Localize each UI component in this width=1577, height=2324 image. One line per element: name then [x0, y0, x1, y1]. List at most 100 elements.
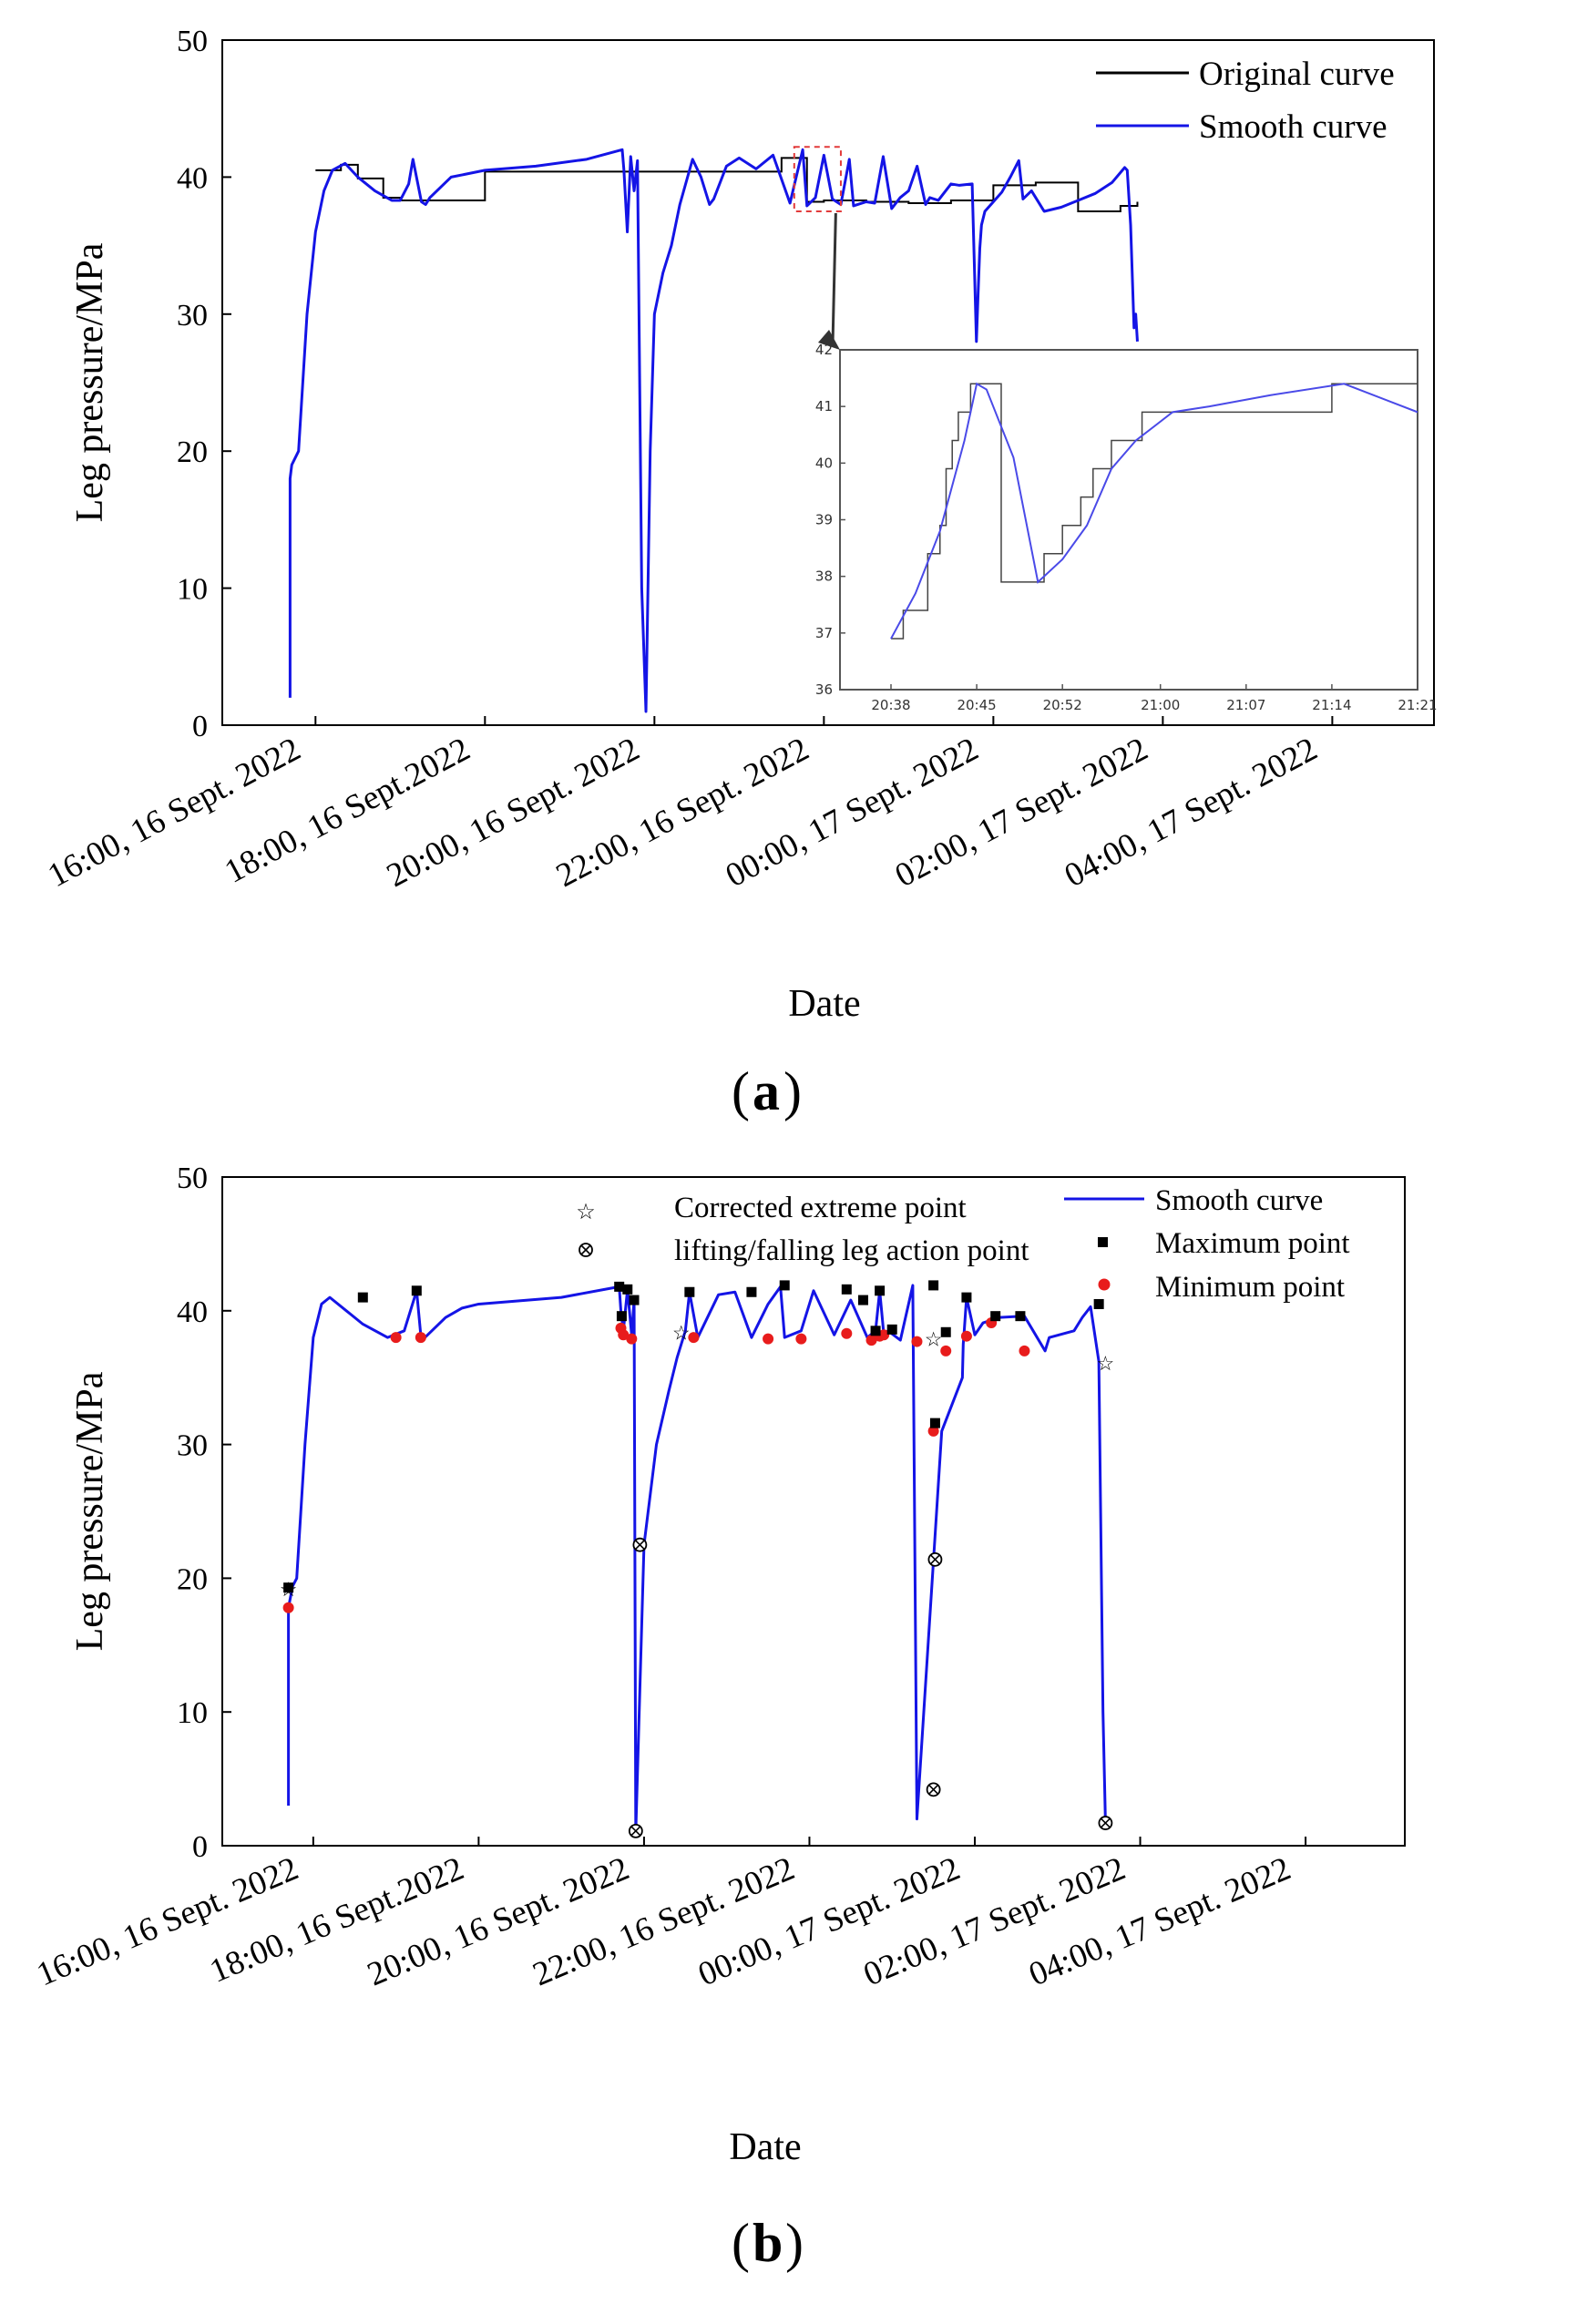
- minimum-point: [618, 1329, 630, 1341]
- inset-x-tick-label: 21:21: [1398, 697, 1437, 713]
- legend-maximum-label: Maximum point: [1155, 1227, 1350, 1260]
- panel-label-a: ( a ): [732, 1061, 802, 1121]
- minimum-point: [688, 1332, 700, 1344]
- plot-lines-b: [287, 1284, 1107, 1834]
- action-point-cross: [929, 1554, 940, 1565]
- action-point-cross: [1100, 1817, 1111, 1828]
- maximum-point: [961, 1292, 972, 1303]
- maximum-point: [629, 1295, 640, 1305]
- minimum-point: [911, 1336, 923, 1347]
- minimum-point: [865, 1335, 877, 1346]
- legend-corrected-symbol: ☆: [576, 1201, 596, 1224]
- y-axis-a: 0 10 20 30 40 50: [177, 25, 231, 743]
- maximum-point: [746, 1286, 757, 1297]
- inset-x-tick-label: 21:00: [1141, 697, 1180, 713]
- minimum-point: [878, 1329, 890, 1341]
- plot-lines-a: [288, 148, 1139, 713]
- legend-minimum-label: Minimum point: [1155, 1271, 1345, 1304]
- legend-a: Original curve Smooth curve: [1096, 56, 1395, 146]
- maximum-point: [616, 1311, 627, 1322]
- legend-smooth-label: Smooth curve: [1199, 108, 1388, 146]
- maximum-point: [841, 1284, 852, 1295]
- legend-minimum-symbol: [1098, 1278, 1111, 1291]
- inset-y-tick-label: 40: [815, 455, 833, 471]
- inset-y-tick-label: 37: [815, 625, 833, 641]
- inset-x-tick-label: 20:52: [1043, 697, 1082, 713]
- inset-x-tick-label: 21:14: [1312, 697, 1351, 713]
- maximum-point: [886, 1324, 897, 1335]
- zoom-arrowhead: [818, 330, 840, 350]
- svg-text:(: (: [732, 1061, 750, 1121]
- panel-letter-a: a: [753, 1061, 780, 1121]
- y-tick-label-a: 20: [177, 435, 208, 469]
- legend-original-label: Original curve: [1199, 56, 1395, 93]
- svg-text:): ): [783, 1061, 802, 1121]
- svg-text:(: (: [732, 2213, 750, 2273]
- maximum-point: [990, 1311, 1001, 1322]
- legend-corrected-label: Corrected extreme point: [674, 1192, 967, 1224]
- y-tick-label-b: 30: [177, 1429, 208, 1463]
- maximum-point: [875, 1285, 886, 1296]
- maximum-point: [1015, 1311, 1026, 1322]
- svg-text:): ): [785, 2213, 804, 2273]
- minimum-point: [841, 1327, 853, 1339]
- maximum-point: [614, 1281, 625, 1292]
- panel-label-b: ( b ): [732, 2213, 804, 2273]
- minimum-point: [763, 1333, 774, 1345]
- maximum-point: [411, 1285, 422, 1296]
- action-point: [632, 1537, 648, 1552]
- y-tick-label-a: 50: [177, 25, 208, 58]
- maximum-point: [684, 1286, 695, 1297]
- inset-y-tick-label: 41: [815, 398, 833, 415]
- y-tick-label-b: 0: [192, 1830, 208, 1864]
- y-tick-label-b: 20: [177, 1562, 208, 1596]
- inset-x-tick-label: 21:07: [1226, 697, 1265, 713]
- y-tick-label-b: 50: [177, 1162, 208, 1195]
- inset-y-tick-label: 42: [815, 342, 833, 358]
- maximum-point: [283, 1582, 294, 1593]
- smooth-curve: [288, 148, 1139, 713]
- inset-x-axis: 20:38 20:45 20:52 21:00 21:07 21:14 21:21: [871, 684, 1438, 713]
- legend-action-label: lifting/falling leg action point: [674, 1234, 1029, 1267]
- action-point: [926, 1782, 941, 1797]
- y-axis-title-a: Leg pressure/MPa: [69, 242, 111, 522]
- action-point: [1098, 1816, 1113, 1830]
- corrected-extreme-point: ☆: [925, 1328, 943, 1351]
- legend-smooth-label-b: Smooth curve: [1155, 1184, 1323, 1217]
- minimum-point: [960, 1330, 972, 1342]
- corrected-extreme-point: ☆: [1097, 1352, 1115, 1375]
- action-point-cross: [630, 1826, 641, 1837]
- y-tick-label-a: 0: [192, 710, 208, 743]
- maximum-point: [857, 1295, 868, 1305]
- inset-lines: [890, 382, 1418, 640]
- legend-maximum-symbol: [1098, 1237, 1108, 1247]
- maximum-point: [622, 1284, 633, 1295]
- maximum-point: [779, 1280, 790, 1291]
- inset-y-axis: 36 37 38 39 40 41 42: [815, 342, 845, 698]
- maximum-point: [1093, 1298, 1104, 1309]
- x-axis-title-b: Date: [729, 2126, 801, 2168]
- y-axis-b: 0 10 20 30 40 50: [177, 1162, 231, 1864]
- inset-y-tick-label: 36: [815, 681, 833, 698]
- minimum-point: [1019, 1345, 1030, 1357]
- maximum-point: [870, 1326, 881, 1336]
- minimum-point: [415, 1332, 426, 1344]
- minimum-point: [390, 1332, 402, 1344]
- y-tick-label-b: 10: [177, 1696, 208, 1730]
- inset-chart: 36 37 38 39 40 41 42 20:38 20:45 20:52 21:00 21:07…: [815, 342, 1438, 713]
- action-point-cross: [634, 1540, 645, 1551]
- plot-markers-b: ☆ ☆ ☆ ☆: [280, 1280, 1115, 1838]
- corrected-extreme-point: ☆: [672, 1321, 691, 1344]
- action-point: [927, 1551, 943, 1567]
- maximum-point: [929, 1418, 940, 1428]
- legend-b: ☆ Corrected extreme point lifting/fallin…: [576, 1184, 1349, 1304]
- y-tick-label-a: 10: [177, 573, 208, 607]
- maximum-point: [928, 1280, 939, 1291]
- corrected-extreme-point: ☆: [280, 1578, 298, 1601]
- legend-action-symbol: [579, 1243, 593, 1257]
- action-point: [628, 1823, 643, 1838]
